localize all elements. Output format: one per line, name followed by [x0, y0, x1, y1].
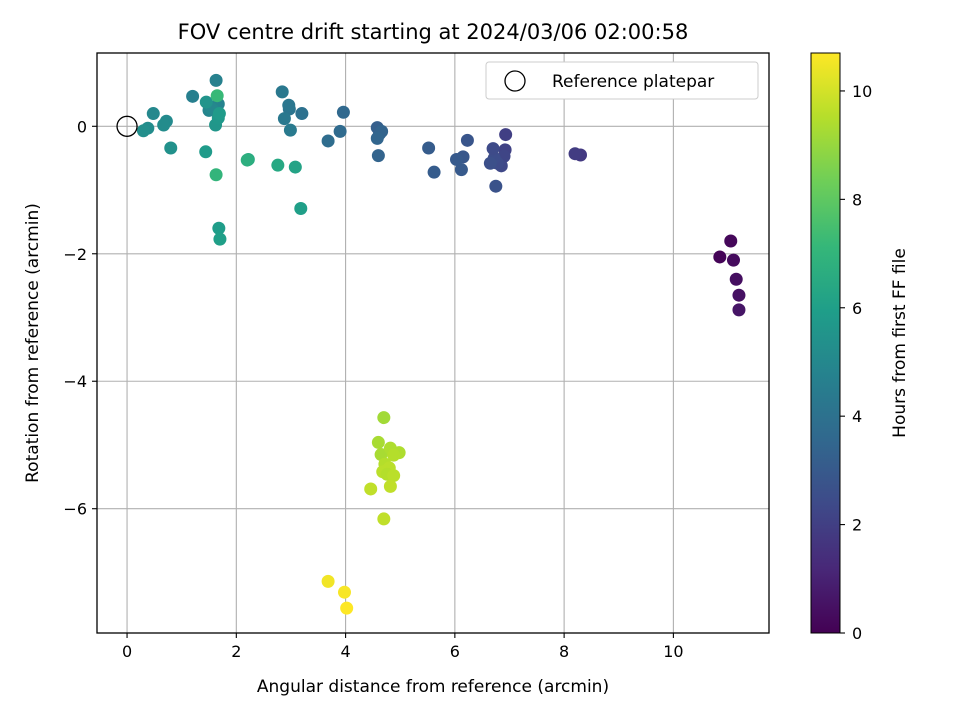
data-point [568, 147, 582, 161]
x-tick-label: 10 [663, 642, 683, 661]
colorbar-label: Hours from first FF file [890, 248, 910, 438]
data-point [283, 123, 297, 137]
colorbar-tick-label: 6 [852, 299, 862, 318]
data-point [713, 250, 727, 264]
data-point [336, 105, 350, 119]
data-point [288, 160, 302, 174]
legend: Reference platepar [485, 61, 759, 100]
x-tick-label: 4 [340, 642, 350, 661]
data-point [370, 131, 384, 145]
data-point [377, 512, 391, 526]
data-point [427, 165, 441, 179]
reference-platepar-marker [116, 115, 138, 137]
legend-entry-label: Reference platepar [552, 72, 714, 92]
x-axis: 0 2 4 6 8 10 [122, 633, 684, 661]
data-point [729, 272, 743, 286]
data-point [364, 482, 378, 496]
data-points [136, 73, 746, 615]
colorbar-tick-label: 10 [852, 82, 872, 101]
data-point [333, 124, 347, 138]
data-point [213, 232, 227, 246]
legend-marker-icon [504, 70, 526, 92]
chart-title: FOV centre drift starting at 2024/03/06 … [178, 20, 689, 44]
data-point [275, 85, 289, 99]
y-tick-label: −2 [63, 245, 87, 264]
y-axis: 0 −2 −4 −6 [63, 117, 97, 519]
y-tick-label: 0 [77, 117, 87, 136]
x-tick-label: 8 [559, 642, 569, 661]
data-point [199, 95, 213, 109]
data-point [460, 133, 474, 147]
data-point [212, 221, 226, 235]
y-axis-label: Rotation from reference (arcmin) [23, 203, 43, 483]
plot-frame [96, 52, 770, 634]
data-point [240, 153, 254, 167]
data-point [321, 134, 335, 148]
data-point [483, 156, 497, 170]
colorbar-tick-label: 0 [852, 624, 862, 643]
grid [97, 53, 769, 633]
data-point [383, 479, 397, 493]
data-point [499, 128, 513, 142]
x-tick-label: 6 [450, 642, 460, 661]
data-point [164, 141, 178, 155]
data-point [295, 107, 309, 121]
data-point [454, 163, 468, 177]
data-point [486, 142, 500, 156]
colorbar-tick-label: 8 [852, 190, 862, 209]
y-tick-label: −6 [63, 500, 87, 519]
data-point [271, 158, 285, 172]
legend-box [485, 61, 759, 100]
data-point [277, 112, 291, 126]
data-point [724, 234, 738, 248]
y-tick-label: −4 [63, 372, 87, 391]
data-point [387, 469, 401, 483]
data-point [377, 411, 391, 425]
data-point [136, 124, 150, 138]
data-point [371, 435, 385, 449]
data-point [340, 601, 354, 615]
data-point [726, 253, 740, 267]
data-point [321, 574, 335, 588]
x-axis-label: Angular distance from reference (arcmin) [257, 677, 609, 697]
data-point [387, 448, 401, 462]
data-point [371, 149, 385, 163]
data-point [146, 107, 160, 121]
data-point [282, 98, 296, 112]
data-point [422, 141, 436, 155]
data-point [732, 288, 746, 302]
x-tick-label: 0 [122, 642, 132, 661]
data-point [209, 168, 223, 182]
reference-marker-layer [116, 115, 138, 137]
colorbar-tick-label: 2 [852, 516, 862, 535]
colorbar-ticks: 0 2 4 6 8 10 [840, 82, 872, 643]
data-point [210, 89, 224, 103]
data-point [732, 303, 746, 317]
colorbar-tick-label: 4 [852, 407, 862, 426]
data-point [489, 179, 503, 193]
data-point [157, 118, 171, 132]
colorbar [810, 52, 841, 634]
data-point [294, 202, 308, 216]
x-tick-label: 2 [231, 642, 241, 661]
data-point [199, 145, 213, 159]
data-point [449, 152, 463, 166]
data-point [209, 73, 223, 87]
data-point [186, 89, 200, 103]
data-point [337, 585, 351, 599]
data-point [212, 107, 226, 121]
